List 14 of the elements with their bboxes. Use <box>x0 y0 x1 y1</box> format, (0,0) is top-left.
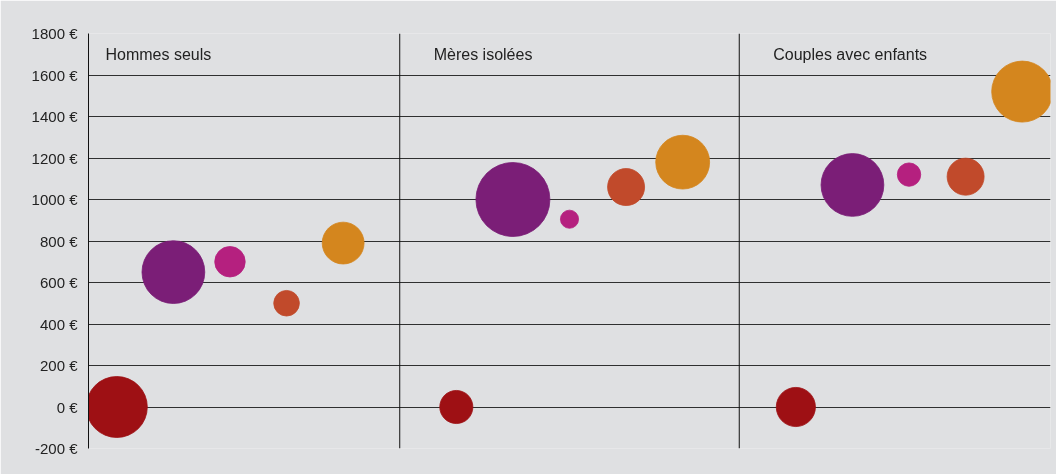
y-tick-label: 1800 € <box>31 25 79 42</box>
y-tick-label: -200 € <box>34 440 79 457</box>
y-tick-label: 1400 € <box>31 108 79 125</box>
annotation: Mères isolées <box>433 45 533 63</box>
y-tick-label: 800 € <box>39 232 79 250</box>
y-tick-label: 600 € <box>39 274 79 291</box>
y-tick-label: 200 € <box>39 357 79 374</box>
annotation: Hommes seuls <box>105 45 212 63</box>
annotation: Couples avec enfants <box>773 45 928 63</box>
y-tick-label: 1200 € <box>31 149 79 167</box>
y-tick-label: 0 € <box>56 398 79 416</box>
y-tick-label: 400 € <box>39 315 79 333</box>
y-tick-label: 1600 € <box>31 66 79 84</box>
y-tick-label: 1000 € <box>31 191 79 208</box>
